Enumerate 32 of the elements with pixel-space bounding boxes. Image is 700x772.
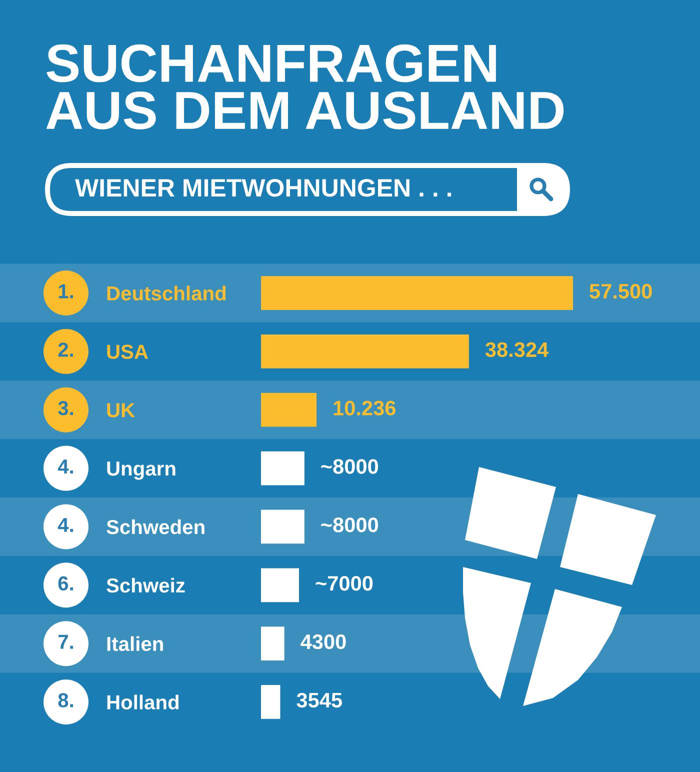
text: 1. — [58, 284, 74, 298]
y-tick-label: Schweiz — [106, 578, 185, 593]
data-label: 38.324 — [485, 342, 549, 358]
data-label: ~7000 — [316, 576, 373, 591]
bar — [261, 685, 280, 719]
bar — [261, 568, 299, 602]
y-tick-label: Ungarn — [107, 462, 176, 480]
y-tick-label: UK — [107, 403, 135, 418]
data-label: ~8000 — [321, 518, 378, 532]
data-label: ~8000 — [321, 459, 378, 474]
text: 6. — [58, 576, 74, 591]
bar — [261, 276, 573, 310]
bar — [261, 451, 304, 486]
chart-title: SUCHANFRAGEN AUS DEM AUSLAND — [46, 44, 564, 130]
text: 4. — [58, 460, 74, 474]
text: 8. — [58, 693, 74, 708]
data-label: 57.500 — [590, 284, 652, 299]
chart-subtitle: WIENER MIETWOHNUNGEN . . . — [75, 179, 452, 197]
text: 2. — [58, 342, 74, 357]
y-tick-label: Holland — [107, 694, 179, 710]
y-tick-label: Schweden — [106, 519, 204, 534]
data-label: 10.236 — [334, 400, 396, 416]
y-tick-label: Deutschland — [107, 286, 226, 301]
text: 3. — [58, 401, 74, 416]
y-tick-label: USA — [107, 344, 148, 359]
text: 7. — [58, 634, 74, 649]
data-label: 4300 — [300, 634, 346, 650]
data-label: 3545 — [296, 692, 342, 708]
bar — [261, 334, 469, 368]
bar — [261, 392, 317, 427]
y-tick-label: Italien — [107, 636, 163, 652]
text: 4. — [58, 518, 74, 532]
